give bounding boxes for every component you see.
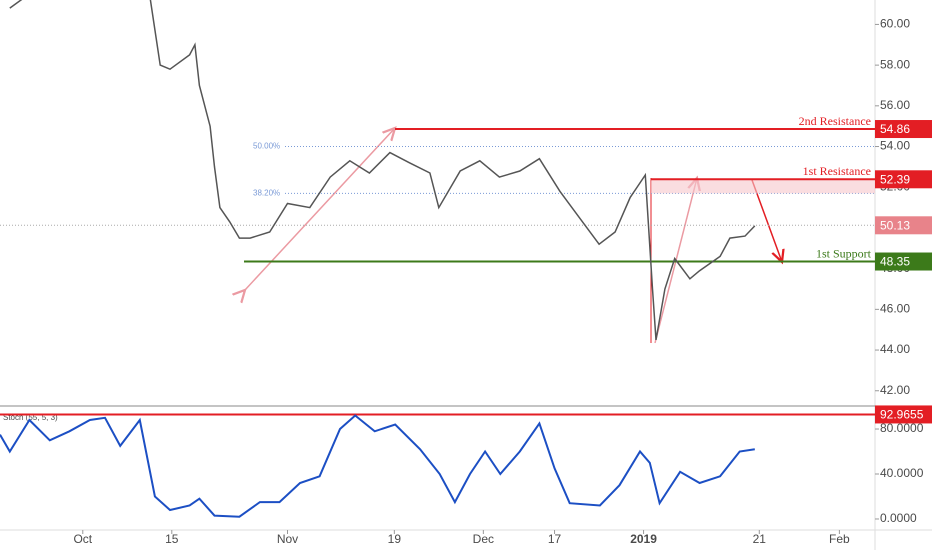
y-tick-label: 46.00	[880, 302, 910, 316]
level-name: 1st Support	[816, 246, 872, 260]
y-tick-label: 0.0000	[880, 511, 917, 525]
series-line	[0, 414, 755, 518]
fib-label: 38.20%	[253, 188, 280, 197]
y-tick-label: 54.00	[880, 139, 910, 153]
x-tick-label: 15	[165, 532, 179, 546]
indicator-title: Stoch (55, 5, 3)	[3, 413, 58, 422]
y-tick-label: 42.00	[880, 383, 910, 397]
x-tick-label: Feb	[829, 532, 850, 546]
x-tick-label: 19	[388, 532, 402, 546]
level-value: 54.86	[880, 122, 910, 136]
y-tick-label: 56.00	[880, 98, 910, 112]
level-value-box	[875, 405, 932, 424]
last-price-box	[875, 216, 932, 235]
y-tick-label: 60.00	[880, 17, 910, 31]
x-tick-label: Oct	[73, 532, 92, 546]
level-value-box	[875, 252, 932, 271]
x-tick-label: 21	[753, 532, 767, 546]
last-price: 50.13	[880, 218, 910, 232]
fib-label: 50.00%	[253, 142, 280, 151]
y-tick-label: 58.00	[880, 57, 910, 71]
series-line	[9, 0, 756, 341]
y-tick-label: 44.00	[880, 342, 910, 356]
trend-arrows	[245, 128, 782, 344]
level-value: 92.9655	[880, 408, 924, 422]
y-tick-label: 80.0000	[880, 421, 924, 435]
resistance-zone	[651, 179, 875, 194]
level-value-box	[875, 120, 932, 139]
x-tick-label: 17	[548, 532, 562, 546]
x-tick-label: Nov	[277, 532, 298, 546]
level-value-box	[875, 170, 932, 189]
level-name: 1st Resistance	[803, 164, 871, 178]
level-name: 2nd Resistance	[799, 114, 871, 128]
level-value: 52.39	[880, 172, 910, 186]
y-tick-label: 40.0000	[880, 466, 924, 480]
x-tick-label: Dec	[473, 532, 494, 546]
level-value: 48.35	[880, 255, 910, 269]
x-tick-label: 2019	[630, 532, 657, 546]
